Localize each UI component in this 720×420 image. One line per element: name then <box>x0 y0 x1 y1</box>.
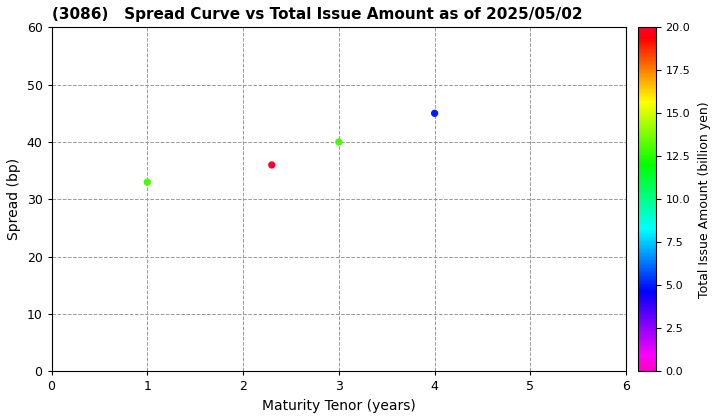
Y-axis label: Spread (bp): Spread (bp) <box>7 158 21 240</box>
Point <box>333 139 345 145</box>
Y-axis label: Total Issue Amount (billion yen): Total Issue Amount (billion yen) <box>698 101 711 298</box>
X-axis label: Maturity Tenor (years): Maturity Tenor (years) <box>262 399 415 413</box>
Text: (3086)   Spread Curve vs Total Issue Amount as of 2025/05/02: (3086) Spread Curve vs Total Issue Amoun… <box>52 7 582 22</box>
Point <box>266 162 277 168</box>
Point <box>142 179 153 186</box>
Point <box>429 110 441 117</box>
